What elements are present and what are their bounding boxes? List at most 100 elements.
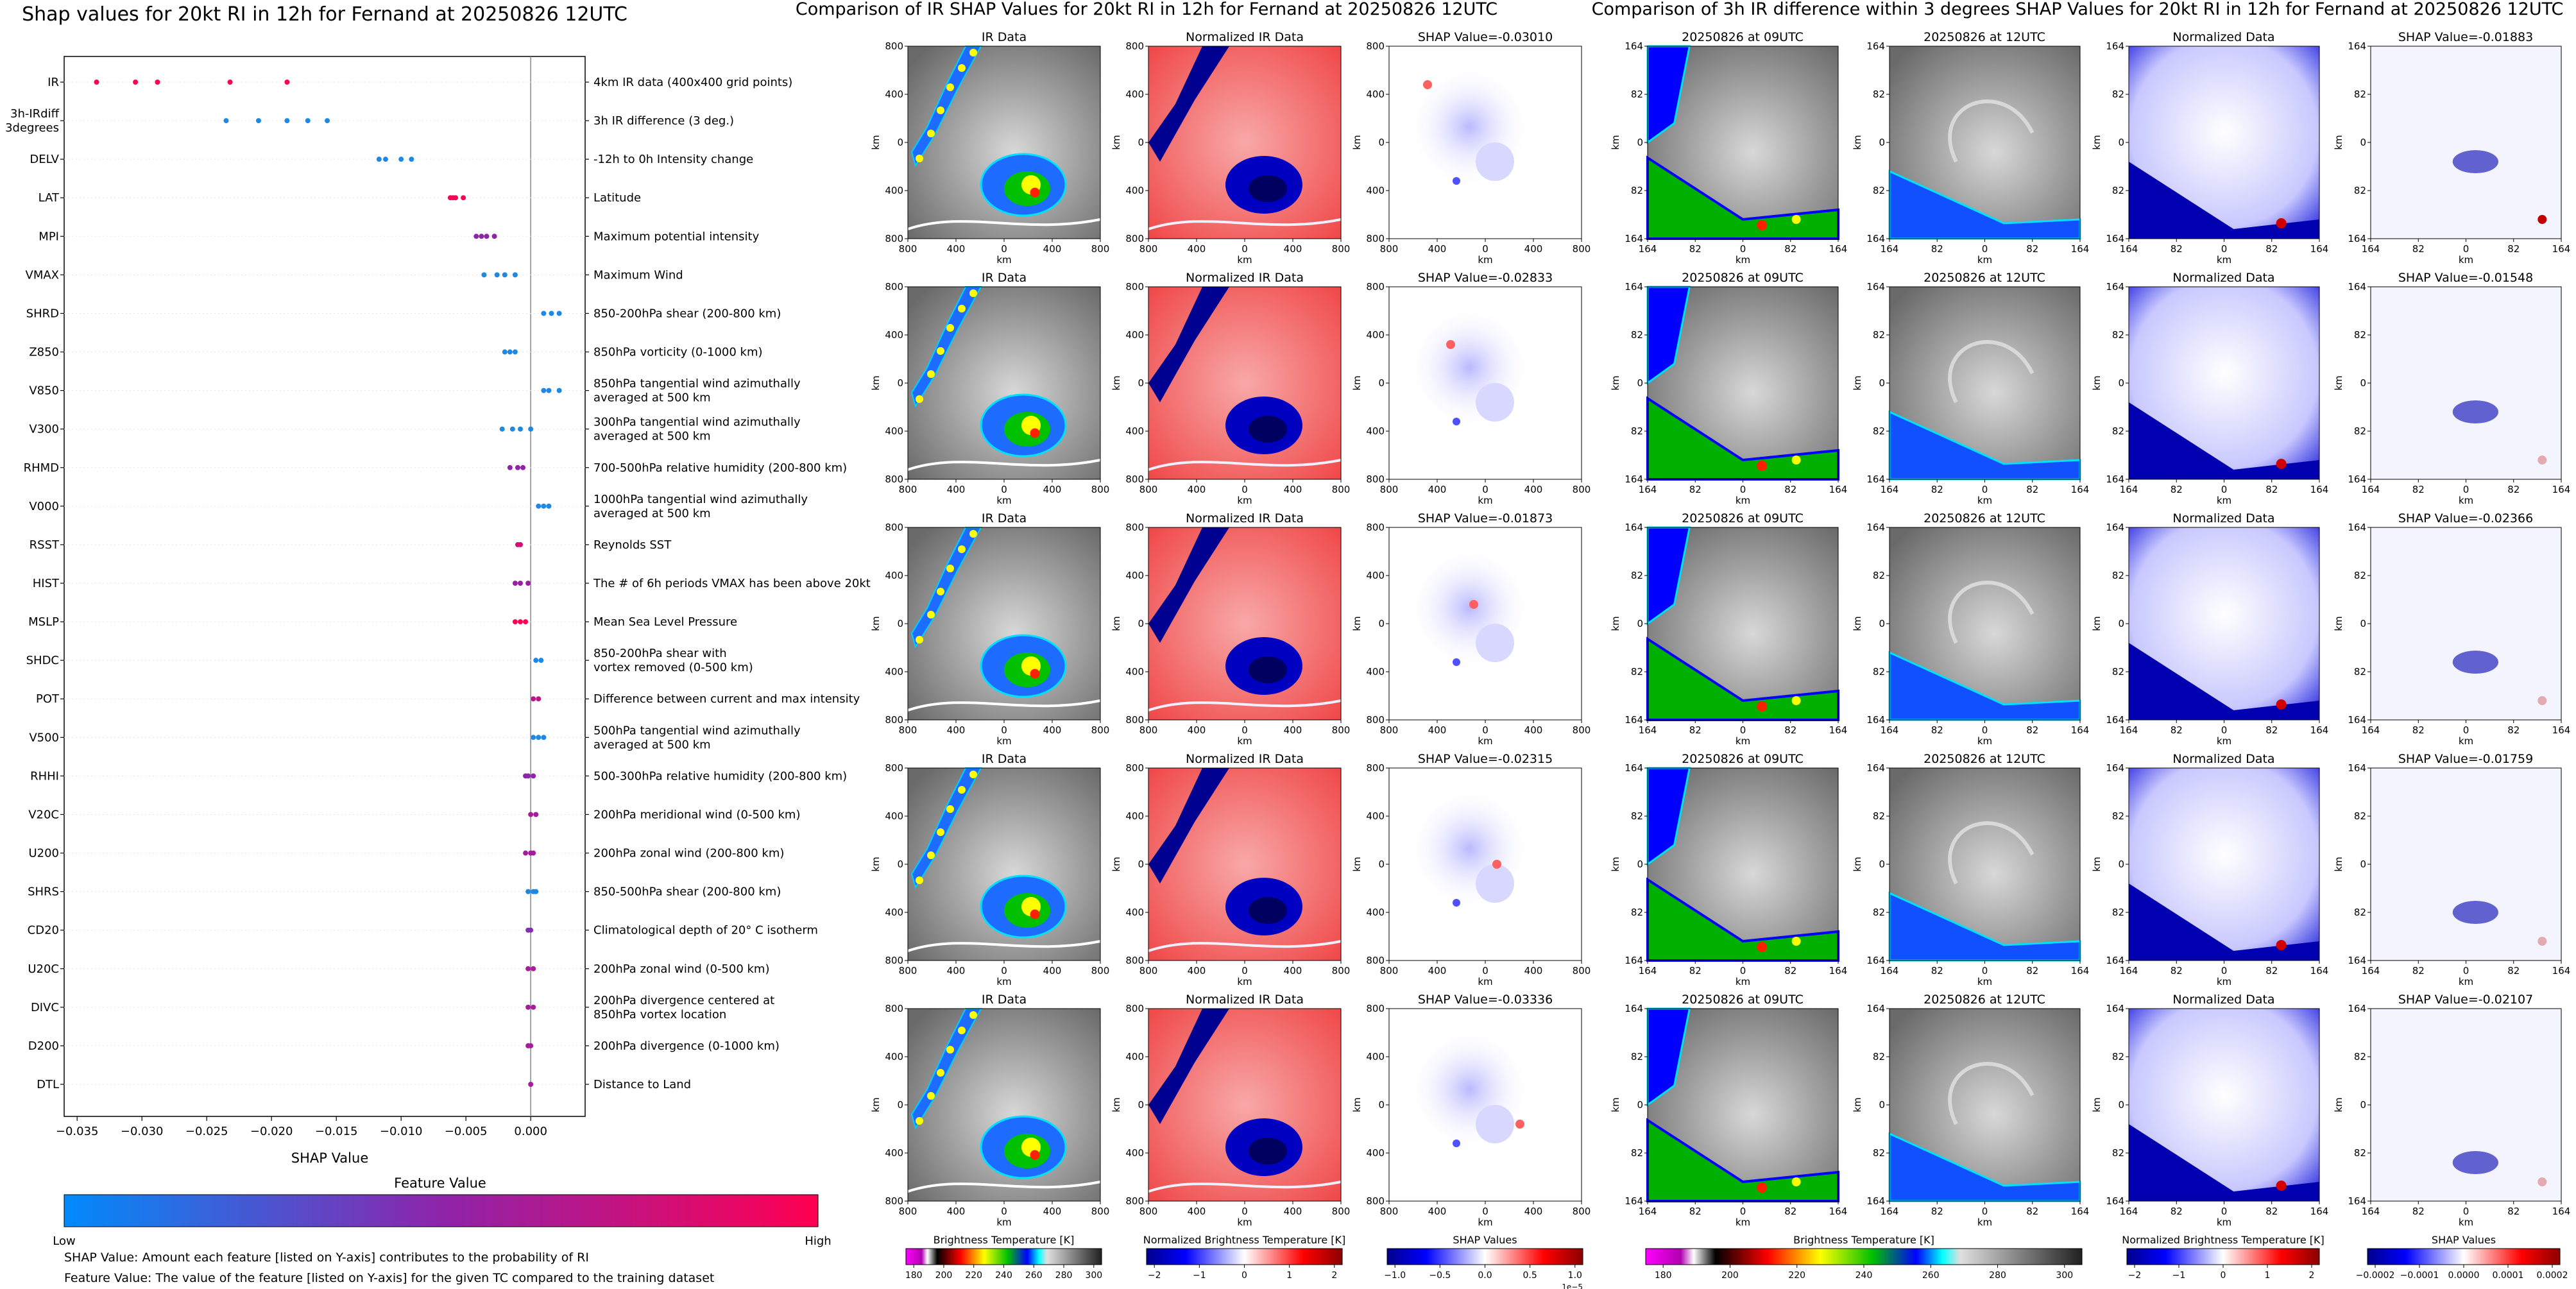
- map-x-tick-label: 0: [1982, 965, 1988, 977]
- feature-label: VMAX: [26, 268, 60, 282]
- map-x-tick-label: 164: [1829, 724, 1848, 736]
- map-y-tick-label: 400: [1125, 1051, 1144, 1063]
- ir-panel-title: Comparison of IR SHAP Values for 20kt RI…: [796, 0, 1497, 19]
- map-y-tick-label: 164: [2106, 474, 2124, 485]
- diff-subplot: 1641648282008282164164kmkm20250826 at 12…: [1852, 271, 2089, 506]
- map-x-tick-label: 164: [2071, 965, 2090, 977]
- map-y-axis-label: km: [1111, 616, 1122, 631]
- ir-cold-cloud: [946, 1046, 954, 1054]
- map-y-tick-label: 800: [885, 1195, 903, 1207]
- map-x-tick-label: 400: [1524, 484, 1543, 495]
- map-x-axis-label: km: [2217, 735, 2231, 747]
- map-x-tick-label: 400: [947, 484, 966, 495]
- feature-label: DELV: [30, 153, 59, 166]
- shap-point: [513, 350, 518, 355]
- feature-label: CD20: [28, 924, 59, 937]
- map-y-tick-label: 400: [885, 329, 903, 341]
- colorbar-tick-label: 240: [995, 1270, 1012, 1281]
- shap-blue-region: [1414, 1034, 1537, 1157]
- map-x-tick-label: 800: [899, 484, 917, 495]
- feature-description: 850-200hPa shear with: [593, 647, 727, 660]
- map-x-tick-label: 800: [1332, 1206, 1351, 1217]
- map-y-tick-label: 400: [1125, 329, 1144, 341]
- map-y-tick-label: 800: [885, 281, 903, 293]
- map-y-tick-label: 82: [2112, 425, 2124, 437]
- diff-subplot: 1641648282008282164164kmkmNormalized Dat…: [2091, 752, 2328, 987]
- shap-point: [518, 619, 523, 624]
- map-x-tick-label: 800: [1332, 965, 1351, 977]
- shap-diff-red: [2538, 937, 2546, 946]
- x-tick-label: −0.005: [445, 1125, 488, 1138]
- ir-subplot: 80080040040000400400800800kmkmSHAP Value…: [1351, 993, 1591, 1228]
- shap-diff-background: [2371, 287, 2561, 479]
- diff-yellow-spot: [1792, 215, 1801, 224]
- map-y-tick-label: 164: [2106, 955, 2124, 966]
- ir-cold-cloud: [969, 49, 977, 56]
- map-y-tick-label: 164: [2106, 40, 2124, 52]
- feature-label: DIVC: [31, 1001, 59, 1014]
- shap-blue-region: [1414, 552, 1537, 676]
- map-x-tick-label: 800: [1091, 243, 1110, 255]
- map-x-axis-label: km: [1977, 735, 1992, 747]
- subplot-title: IR Data: [982, 271, 1027, 285]
- shap-point: [155, 80, 160, 85]
- map-x-tick-label: 164: [2552, 724, 2571, 736]
- map-y-tick-label: 400: [1125, 907, 1144, 918]
- map-x-tick-label: 164: [2362, 484, 2380, 495]
- map-y-tick-label: 164: [1625, 40, 1643, 52]
- map-x-tick-label: 82: [1931, 724, 1943, 736]
- shap-point: [453, 195, 458, 200]
- colorbar-label: Brightness Temperature [K]: [934, 1234, 1075, 1246]
- shap-point: [515, 465, 520, 470]
- shap-red-spot: [1446, 340, 1455, 349]
- shap-point: [525, 966, 531, 971]
- colorbar-tick-label: 2: [2309, 1270, 2315, 1281]
- map-y-tick-label: 0: [1378, 618, 1385, 629]
- map-y-tick-label: 0: [1138, 1099, 1144, 1111]
- map-x-tick-label: 82: [1784, 484, 1796, 495]
- map-x-axis-label: km: [1478, 1216, 1492, 1228]
- colorbar: [1646, 1249, 2082, 1265]
- colorbar-tick-label: 200: [1721, 1270, 1739, 1281]
- ir-cold-cloud: [927, 1092, 935, 1100]
- diff-subplot: 1641648282008282164164kmkm20250826 at 09…: [1610, 993, 1847, 1228]
- map-y-tick-label: 164: [1625, 233, 1643, 244]
- map-y-tick-label: 800: [885, 762, 903, 774]
- map-x-tick-label: 164: [2120, 965, 2138, 977]
- map-y-axis-label: km: [1610, 375, 1621, 390]
- feature-label: IR: [47, 76, 59, 89]
- feature-description: Latitude: [593, 191, 641, 205]
- ir-subplot: 80080040040000400400800800kmkmNormalized…: [1111, 271, 1350, 506]
- map-x-tick-label: 400: [1188, 1206, 1206, 1217]
- map-y-tick-label: 400: [1125, 89, 1144, 100]
- colorbar-label: SHAP Values: [1453, 1234, 1517, 1246]
- map-y-tick-label: 0: [1637, 858, 1643, 870]
- map-x-tick-label: 400: [1284, 1206, 1302, 1217]
- ir-cold-cloud: [946, 805, 954, 813]
- map-y-tick-label: 400: [1125, 1147, 1144, 1159]
- x-tick-label: −0.030: [121, 1125, 164, 1138]
- shap-point: [536, 696, 541, 701]
- colorbar-tick-label: 220: [1788, 1270, 1805, 1281]
- shap-point: [549, 311, 554, 316]
- map-x-tick-label: 400: [947, 1206, 966, 1217]
- colorbar-tick-label: 300: [2056, 1270, 2073, 1281]
- map-y-tick-label: 400: [885, 89, 903, 100]
- map-x-tick-label: 0: [1482, 243, 1488, 255]
- shap-diff-background: [2371, 527, 2561, 720]
- ir-subplot: 80080040040000400400800800kmkmIR Data: [870, 30, 1109, 266]
- colorbar-label: Normalized Brightness Temperature [K]: [2122, 1234, 2324, 1246]
- shap-blue-core: [1476, 624, 1514, 662]
- subplot-title: IR Data: [982, 993, 1027, 1007]
- map-x-tick-label: 164: [1639, 1206, 1657, 1217]
- diff-hot-spot: [1757, 701, 1767, 712]
- subplot-title: Normalized Data: [2172, 993, 2274, 1007]
- feature-label: SHRS: [28, 885, 59, 899]
- map-y-tick-label: 164: [1625, 474, 1643, 485]
- shap-blue-core: [1476, 383, 1514, 422]
- map-y-tick-label: 164: [2106, 233, 2124, 244]
- x-tick-label: −0.035: [56, 1125, 99, 1138]
- map-y-tick-label: 0: [2360, 858, 2366, 870]
- map-y-tick-label: 0: [2118, 137, 2124, 148]
